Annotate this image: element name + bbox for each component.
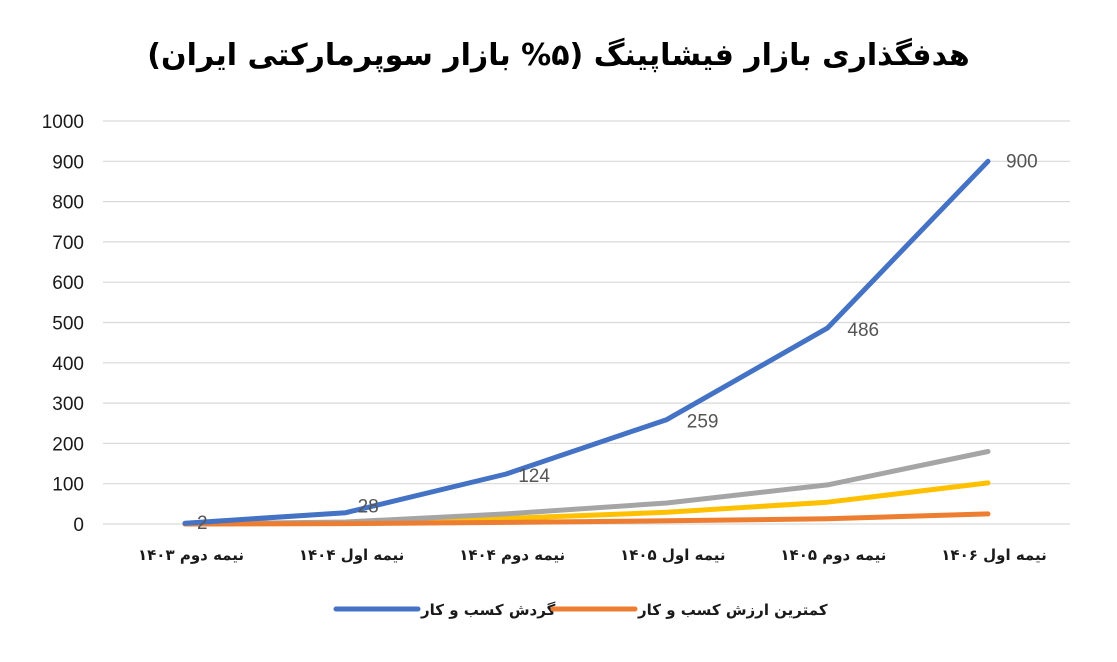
x-tick-label: نیمه اول ۱۴۰۶ bbox=[941, 546, 1046, 564]
legend-label: کمترین ارزش کسب و کار bbox=[637, 601, 828, 619]
y-tick-label: 300 bbox=[52, 394, 84, 415]
data-labels: 2 28 124 259 486 900 bbox=[197, 151, 1038, 534]
series-lines bbox=[182, 158, 991, 527]
grid-lines bbox=[103, 120, 1070, 525]
x-axis-ticks: نیمه دوم ۱۴۰۳ نیمه اول ۱۴۰۴ نیمه دوم ۱۴۰۴ ن… bbox=[138, 546, 1047, 564]
data-label: 124 bbox=[518, 466, 550, 487]
y-axis-ticks: 0 100 200 300 400 500 600 700 800 900 1000 bbox=[42, 112, 84, 536]
series-line-0 bbox=[182, 158, 991, 526]
y-tick-label: 1000 bbox=[42, 112, 84, 133]
x-tick-label: نیمه دوم ۱۴۰۳ bbox=[138, 546, 244, 564]
x-tick-label: نیمه دوم ۱۴۰۵ bbox=[780, 546, 886, 564]
y-tick-label: 400 bbox=[52, 354, 84, 375]
series-line-1 bbox=[182, 511, 991, 527]
y-tick-label: 100 bbox=[52, 475, 84, 496]
data-label: 259 bbox=[687, 412, 719, 433]
chart-title: هدفگذاری بازار فیشاپینگ (۵% بازار سوپرما… bbox=[147, 38, 970, 73]
legend: گردش کسب و کار کمترین ارزش کسب و کار bbox=[333, 601, 828, 619]
x-tick-label: نیمه دوم ۱۴۰۴ bbox=[459, 546, 565, 564]
y-tick-label: 0 bbox=[73, 515, 84, 536]
data-label: 2 bbox=[197, 513, 208, 534]
data-label: 28 bbox=[358, 497, 379, 518]
y-tick-label: 600 bbox=[52, 273, 84, 294]
legend-label: گردش کسب و کار bbox=[420, 601, 556, 619]
y-tick-label: 900 bbox=[52, 152, 84, 173]
data-label: 486 bbox=[847, 320, 879, 341]
y-tick-label: 200 bbox=[52, 434, 84, 455]
x-tick-label: نیمه اول ۱۴۰۴ bbox=[299, 546, 404, 564]
y-tick-label: 700 bbox=[52, 233, 84, 254]
x-tick-label: نیمه اول ۱۴۰۵ bbox=[620, 546, 725, 564]
y-tick-label: 500 bbox=[52, 314, 84, 335]
y-tick-label: 800 bbox=[52, 193, 84, 214]
data-label: 900 bbox=[1006, 151, 1038, 172]
